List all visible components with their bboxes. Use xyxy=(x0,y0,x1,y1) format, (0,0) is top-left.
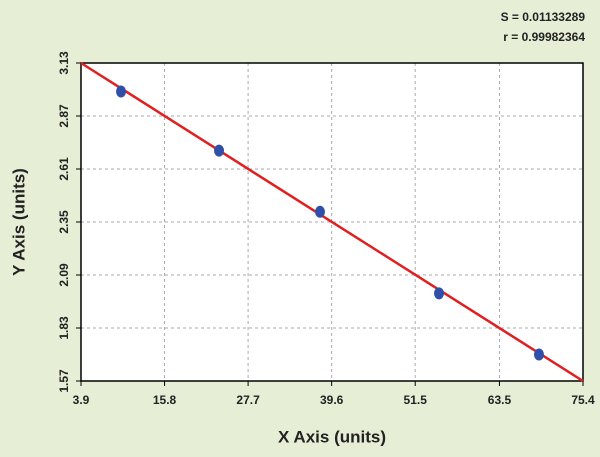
annotation: r = 0.99982364 xyxy=(503,30,585,44)
data-point xyxy=(433,287,444,300)
x-tick-label: 39.6 xyxy=(320,393,344,407)
y-tick-label: 3.13 xyxy=(57,51,71,75)
x-tick-label: 3.9 xyxy=(73,393,90,407)
x-axis-label: X Axis (units) xyxy=(278,427,386,446)
x-tick-label: 75.4 xyxy=(571,393,595,407)
x-tick-label: 63.5 xyxy=(488,393,512,407)
y-tick-label: 2.09 xyxy=(57,263,71,287)
y-tick-label: 2.87 xyxy=(57,104,71,128)
annotation: S = 0.01133289 xyxy=(501,10,586,24)
data-point xyxy=(116,85,127,98)
y-tick-label: 2.61 xyxy=(57,157,71,181)
x-tick-label: 51.5 xyxy=(404,393,428,407)
data-point xyxy=(314,205,325,218)
y-tick-label: 1.83 xyxy=(57,316,71,340)
y-tick-label: 1.57 xyxy=(57,369,71,393)
data-point xyxy=(533,348,544,361)
plot-frame xyxy=(80,62,584,382)
y-tick-label: 2.35 xyxy=(57,210,71,234)
fit-line xyxy=(80,61,584,383)
data-point xyxy=(214,144,225,157)
x-tick-label: 15.8 xyxy=(153,393,177,407)
x-tick-label: 27.7 xyxy=(236,393,260,407)
y-axis-label: Y Axis (units) xyxy=(9,168,28,276)
